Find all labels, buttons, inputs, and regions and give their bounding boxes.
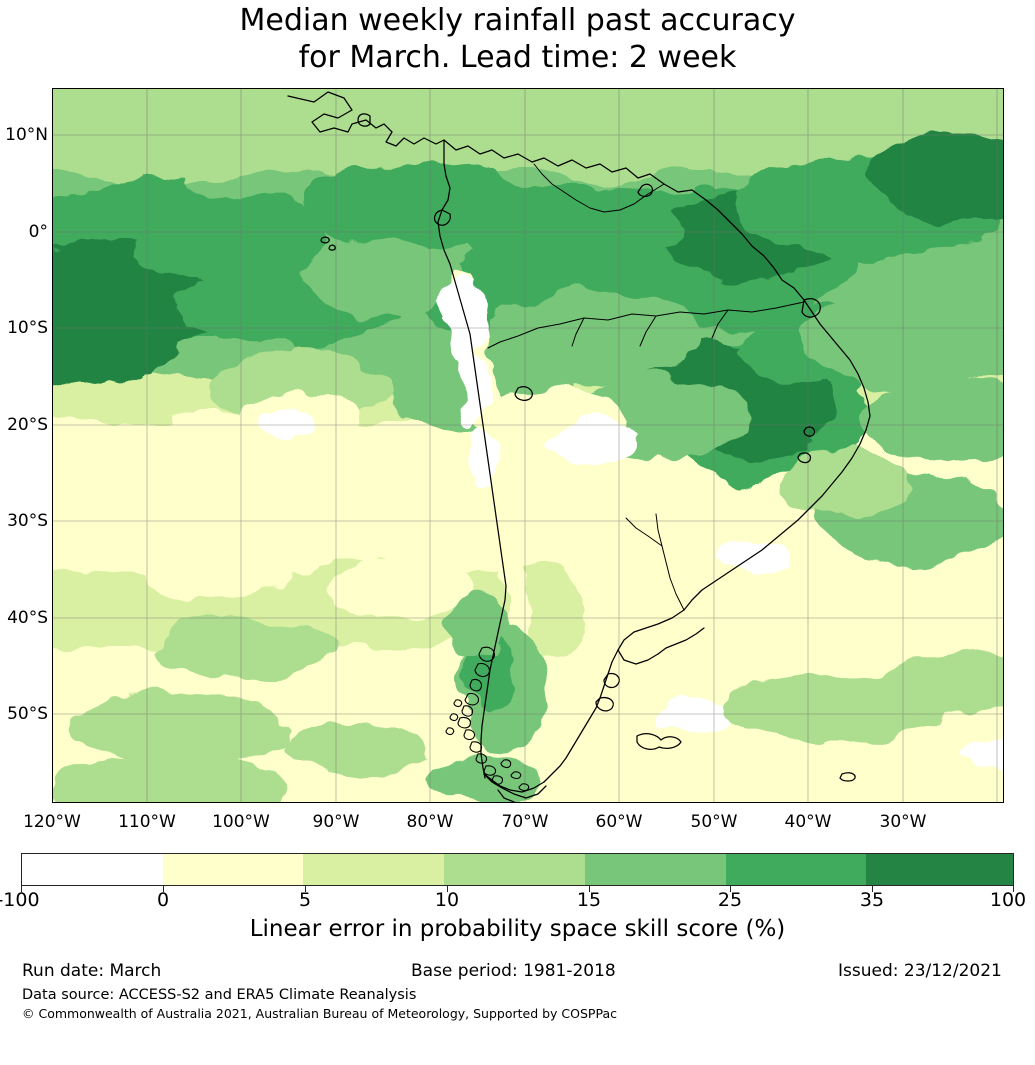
y-tick-label-30s: 30°S bbox=[7, 511, 48, 531]
colorbar-tick-label-35: 35 bbox=[859, 889, 885, 911]
y-tick-label-20s: 20°S bbox=[7, 415, 48, 435]
colorbar-bin-n100-0 bbox=[22, 854, 163, 885]
contour-field bbox=[52, 88, 1004, 803]
colorbar-tickmark-2 bbox=[305, 886, 307, 892]
colorbar-bin-25-35 bbox=[725, 854, 867, 885]
x-tick-label-120w: 120°W bbox=[23, 812, 81, 832]
map-border bbox=[52, 88, 1004, 803]
y-tick-label-40s: 40°S bbox=[7, 608, 48, 628]
colorbar-bin-5-10 bbox=[303, 854, 445, 885]
y-tick-label-50s: 50°S bbox=[7, 704, 48, 724]
colorbar-bin-0-5 bbox=[162, 854, 304, 885]
x-tick-label-60w: 60°W bbox=[595, 812, 643, 832]
colorbar bbox=[21, 853, 1014, 886]
footer-metadata-row: Run date: March Base period: 1981-2018 I… bbox=[0, 961, 1035, 983]
x-tick-label-80w: 80°W bbox=[406, 812, 454, 832]
title-line-1: Median weekly rainfall past accuracy bbox=[239, 3, 796, 38]
colorbar-tick-labels: -100 0 5 10 15 25 35 100 bbox=[0, 886, 1035, 910]
title-line-2: for March. Lead time: 2 week bbox=[298, 40, 737, 75]
colorbar-tick-label-n100: -100 bbox=[0, 889, 40, 911]
x-tick-label-110w: 110°W bbox=[118, 812, 176, 832]
x-tick-label-70w: 70°W bbox=[501, 812, 549, 832]
colorbar-tick-label-0: 0 bbox=[156, 889, 170, 911]
colorbar-tick-label-15: 15 bbox=[576, 889, 602, 911]
colorbar-tickmark-6 bbox=[872, 886, 874, 892]
y-tick-label-10s: 10°S bbox=[7, 318, 48, 338]
colorbar-tickmark-7 bbox=[1013, 886, 1015, 892]
x-tick-label-30w: 30°W bbox=[879, 812, 927, 832]
map-plot-area bbox=[52, 88, 1004, 803]
colorbar-tickmark-4 bbox=[589, 886, 591, 892]
y-tick-label-10n: 10°N bbox=[5, 125, 48, 145]
colorbar-tick-label-10: 10 bbox=[434, 889, 460, 911]
x-tick-label-90w: 90°W bbox=[312, 812, 360, 832]
x-tick-label-50w: 50°W bbox=[690, 812, 738, 832]
x-tick-label-100w: 100°W bbox=[212, 812, 270, 832]
colorbar-tickmark-0 bbox=[21, 886, 23, 892]
colorbar-bin-10-15 bbox=[444, 854, 585, 885]
colorbar-tick-label-5: 5 bbox=[298, 889, 312, 911]
colorbar-tickmark-5 bbox=[730, 886, 732, 892]
footer-run-date: Run date: March bbox=[22, 961, 162, 981]
x-tick-label-40w: 40°W bbox=[784, 812, 832, 832]
footer-data-source: Data source: ACCESS-S2 and ERA5 Climate … bbox=[22, 987, 417, 1003]
colorbar-tick-label-100: 100 bbox=[989, 889, 1027, 911]
footer-base-period: Base period: 1981-2018 bbox=[411, 961, 616, 981]
colorbar-axis-label: Linear error in probability space skill … bbox=[249, 916, 786, 942]
footer-issued-date: Issued: 23/12/2021 bbox=[838, 961, 1002, 981]
colorbar-tick-label-25: 25 bbox=[717, 889, 743, 911]
skill-score-map bbox=[52, 88, 1004, 803]
footer-copyright: © Commonwealth of Australia 2021, Austra… bbox=[22, 1006, 617, 1021]
colorbar-tickmark-1 bbox=[163, 886, 165, 892]
page-title: Median weekly rainfall past accuracy for… bbox=[0, 0, 1035, 76]
coastlines bbox=[287, 91, 871, 803]
y-tick-label-0: 0° bbox=[28, 222, 48, 242]
colorbar-bin-15-25 bbox=[584, 854, 726, 885]
colorbar-bin-35-100 bbox=[866, 854, 1013, 885]
colorbar-tickmark-3 bbox=[447, 886, 449, 892]
